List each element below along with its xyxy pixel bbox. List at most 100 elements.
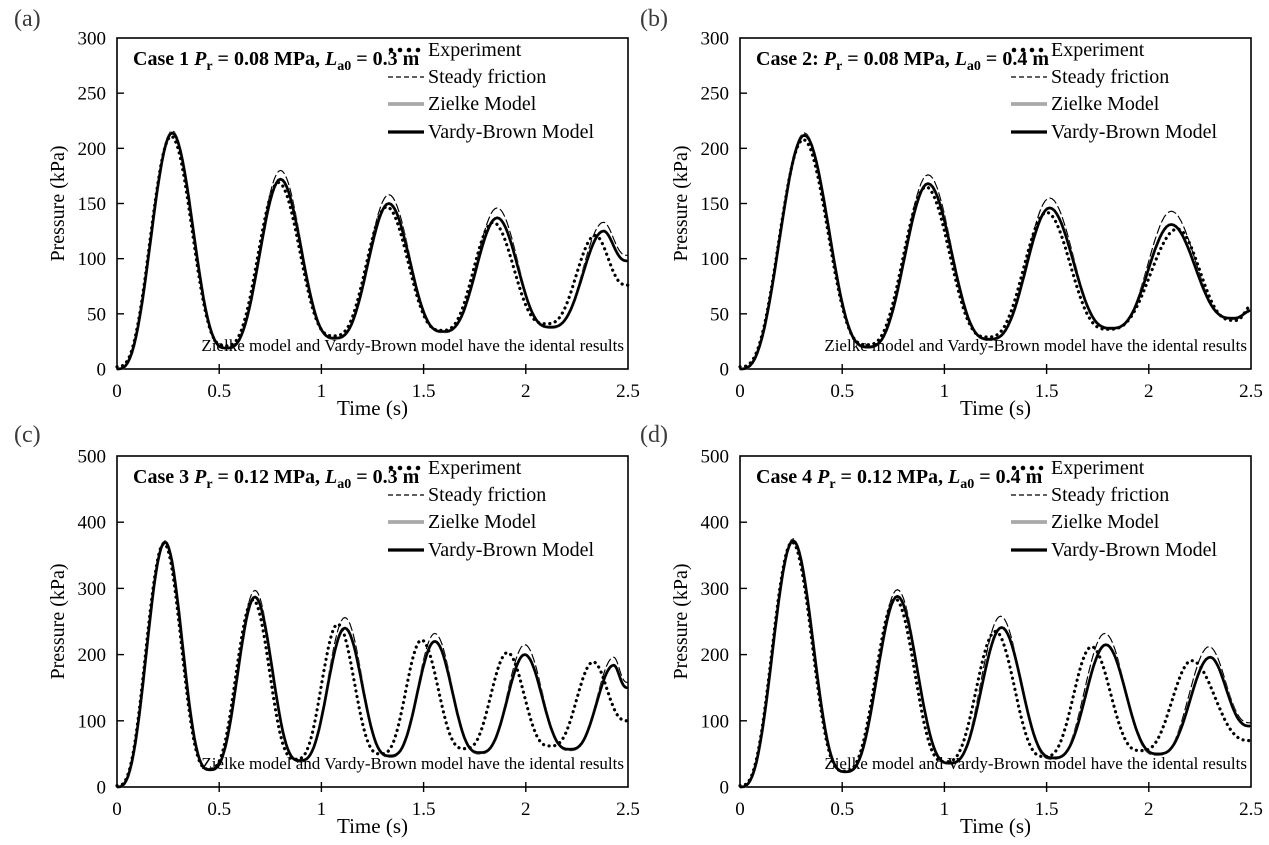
legend-swatch-dot <box>1020 465 1026 471</box>
panel-label-b: (b) <box>640 6 668 32</box>
x-axis-title: Time (s) <box>337 396 408 420</box>
x-tick-label: 0 <box>735 799 745 820</box>
y-tick-label: 100 <box>78 249 107 270</box>
x-tick-label: 2.5 <box>616 381 640 402</box>
x-tick-label: 2 <box>1144 799 1154 820</box>
y-tick-label: 100 <box>701 711 730 732</box>
y-tick-label: 250 <box>701 84 730 105</box>
y-axis-title: Pressure (kPa) <box>47 145 69 261</box>
legend-swatch-dot <box>406 47 412 53</box>
plot-area <box>116 455 629 788</box>
y-tick-label: 50 <box>710 304 729 325</box>
legend-label: Steady friction <box>428 484 546 506</box>
legend-label: Zielke Model <box>428 511 537 533</box>
x-tick-label: 0.5 <box>207 381 231 402</box>
x-tick-label: 0 <box>112 799 122 820</box>
y-tick-label: 200 <box>701 645 730 666</box>
legend-swatch-dot <box>415 47 421 53</box>
legend-label: Steady friction <box>428 66 546 88</box>
x-tick-label: 1 <box>940 799 950 820</box>
plot-area <box>739 455 1252 788</box>
x-tick-label: 0.5 <box>207 799 231 820</box>
y-tick-label: 150 <box>701 194 730 215</box>
legend: Experiment Steady friction Zielke Model Var… <box>1011 39 1218 143</box>
chart-panel-c: 0 100 200 300 400 500 Pressure (kPa) 0 0.5 1 1.5 2 2… <box>40 434 652 839</box>
x-tick-label: 0.5 <box>830 381 854 402</box>
y-axis: 0 50 100 150 200 250 300 Pressure (kPa) <box>670 29 747 381</box>
legend: Experiment Steady friction Zielke Model Var… <box>388 457 595 561</box>
plot-area <box>116 37 629 370</box>
y-axis-title: Pressure (kPa) <box>47 563 69 679</box>
x-axis: 0 0.5 1 1.5 2 2.5 Time (s) <box>735 364 1263 420</box>
legend-label: Vardy-Brown Model <box>1051 539 1218 561</box>
legend: Experiment Steady friction Zielke Model Var… <box>1011 457 1218 561</box>
chart-panel-a: 0 50 100 150 200 250 300 Pressure (kPa) 0 0.5 1 1.5… <box>40 16 652 421</box>
annotation-text: Zielke model and Vardy-Brown model have … <box>201 754 624 773</box>
x-tick-label: 1 <box>940 381 950 402</box>
chart-title: Case 3 Pr = 0.12 MPa, La0 = 0.3 m <box>133 466 420 492</box>
legend: Experiment Steady friction Zielke Model Var… <box>388 39 595 143</box>
legend-swatch-dot <box>397 465 403 471</box>
plot-area <box>739 37 1252 370</box>
x-tick-label: 1.5 <box>1035 381 1059 402</box>
y-tick-label: 300 <box>78 579 107 600</box>
chart-svg-a: 0 50 100 150 200 250 300 Pressure (kPa) 0 0.5 1 1.5… <box>47 29 640 421</box>
x-tick-label: 0.5 <box>830 799 854 820</box>
annotation-text: Zielke model and Vardy-Brown model have … <box>824 754 1247 773</box>
legend-swatch-dot <box>406 465 412 471</box>
x-tick-label: 1.5 <box>412 799 436 820</box>
legend-label: Steady friction <box>1051 484 1169 506</box>
x-tick-label: 0 <box>112 381 122 402</box>
legend-swatch-dot <box>1011 47 1017 53</box>
series-vardy-brown-model <box>116 540 629 789</box>
x-tick-label: 2.5 <box>1239 381 1263 402</box>
x-tick-label: 2 <box>521 381 531 402</box>
y-tick-label: 0 <box>720 778 730 799</box>
x-tick-label: 2.5 <box>616 799 640 820</box>
y-axis: 0 100 200 300 400 500 Pressure (kPa) <box>47 447 124 799</box>
legend-swatch-dot <box>1029 465 1035 471</box>
chart-panel-d: 0 100 200 300 400 500 Pressure (kPa) 0 0.5 1 1.5 2 2… <box>663 434 1269 839</box>
x-tick-label: 2 <box>1144 381 1154 402</box>
legend-swatch-dot <box>1011 465 1017 471</box>
chart-title: Case 2: Pr = 0.08 MPa, La0 = 0.4 m <box>756 48 1049 74</box>
y-tick-label: 100 <box>701 249 730 270</box>
legend-swatch-dot <box>388 47 394 53</box>
legend-label: Vardy-Brown Model <box>428 539 595 561</box>
y-axis: 0 50 100 150 200 250 300 Pressure (kPa) <box>47 29 124 381</box>
legend-label: Vardy-Brown Model <box>428 121 595 143</box>
legend-swatch-dot <box>1038 465 1044 471</box>
legend-label: Experiment <box>428 457 522 479</box>
legend-label: Zielke Model <box>428 93 537 115</box>
y-tick-label: 300 <box>701 579 730 600</box>
chart-title: Case 1 Pr = 0.08 MPa, La0 = 0.3 m <box>133 48 420 74</box>
y-tick-label: 400 <box>701 513 730 534</box>
panel-label-c: (c) <box>14 422 41 448</box>
y-tick-label: 200 <box>78 139 107 160</box>
y-tick-label: 0 <box>720 360 730 381</box>
y-tick-label: 500 <box>78 447 107 468</box>
series-zielke-model <box>116 131 629 371</box>
legend-label: Experiment <box>1051 457 1145 479</box>
y-tick-label: 200 <box>78 645 107 666</box>
y-tick-label: 100 <box>78 711 107 732</box>
chart-svg-d: 0 100 200 300 400 500 Pressure (kPa) 0 0.5 1 1.5 2 2… <box>670 447 1263 839</box>
y-tick-label: 200 <box>701 139 730 160</box>
x-axis-title: Time (s) <box>337 814 408 838</box>
chart-svg-c: 0 100 200 300 400 500 Pressure (kPa) 0 0.5 1 1.5 2 2… <box>47 447 640 839</box>
y-tick-label: 0 <box>97 778 107 799</box>
x-axis: 0 0.5 1 1.5 2 2.5 Time (s) <box>735 782 1263 838</box>
y-axis-title: Pressure (kPa) <box>670 563 692 679</box>
y-tick-label: 300 <box>701 29 730 50</box>
y-tick-label: 50 <box>87 304 106 325</box>
panel-label-d: (d) <box>640 422 668 448</box>
series-experiment <box>115 541 630 788</box>
legend-label: Experiment <box>1051 39 1145 61</box>
legend-swatch-dot <box>415 465 421 471</box>
x-tick-label: 1 <box>317 799 327 820</box>
legend-label: Steady friction <box>1051 66 1169 88</box>
x-tick-label: 1 <box>317 381 327 402</box>
legend-label: Experiment <box>428 39 522 61</box>
y-tick-label: 300 <box>78 29 107 50</box>
legend-label: Zielke Model <box>1051 93 1160 115</box>
